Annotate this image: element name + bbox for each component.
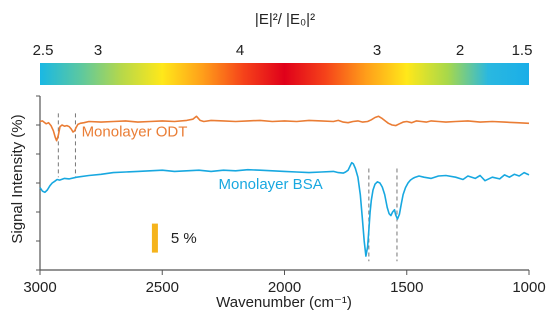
- plot-area: 3000 2500 2000 1500 1000 Monolayer ODT Monolay…: [23, 95, 546, 296]
- colorbar-tick-label: 3: [94, 42, 102, 59]
- x-tick-label: 1500: [390, 279, 423, 296]
- colorbar-tick-label: 3: [373, 42, 381, 59]
- x-tick-label: 3000: [23, 279, 56, 296]
- series-line-monolayer-odt: [39, 115, 530, 142]
- colorbar-tick-label: 4: [236, 42, 244, 59]
- colorbar: [40, 63, 529, 85]
- series-annotation: Monolayer BSA: [218, 176, 322, 193]
- x-tick-label: 2500: [146, 279, 179, 296]
- x-tick-label: 2000: [268, 279, 301, 296]
- x-axis-label: Wavenumber (cm⁻¹): [216, 294, 352, 311]
- colorbar-title: |E|²/ |E₀|²: [255, 11, 315, 28]
- scale-bar-label: 5 %: [171, 230, 197, 247]
- colorbar-tick-label: 2.5: [33, 42, 54, 59]
- x-tick-label: 1000: [512, 279, 545, 296]
- colorbar-tick-label: 2: [456, 42, 464, 59]
- colorbar-tick-labels: 2.5 3 4 3 2 1.5: [33, 42, 533, 59]
- series-line-monolayer-bsa: [39, 161, 530, 257]
- colorbar-tick-label: 1.5: [512, 42, 533, 59]
- scale-bar: [151, 223, 158, 253]
- series-annotation: Monolayer ODT: [82, 124, 188, 141]
- y-axis-label: Signal Intensity (%): [9, 114, 26, 243]
